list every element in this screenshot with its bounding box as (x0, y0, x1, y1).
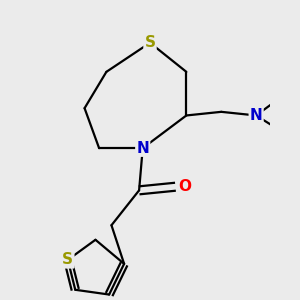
Text: N: N (136, 141, 149, 156)
Text: S: S (145, 35, 155, 50)
Text: N: N (250, 108, 262, 123)
Text: O: O (178, 179, 191, 194)
Text: S: S (62, 252, 73, 267)
